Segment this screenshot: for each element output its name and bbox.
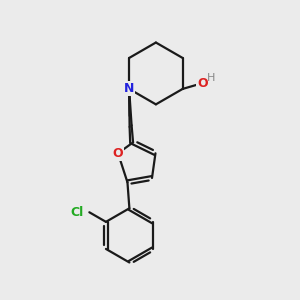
Text: O: O	[197, 76, 208, 89]
Text: O: O	[113, 147, 123, 160]
Text: H: H	[207, 73, 215, 83]
Text: Cl: Cl	[71, 206, 84, 219]
Text: N: N	[124, 82, 134, 95]
